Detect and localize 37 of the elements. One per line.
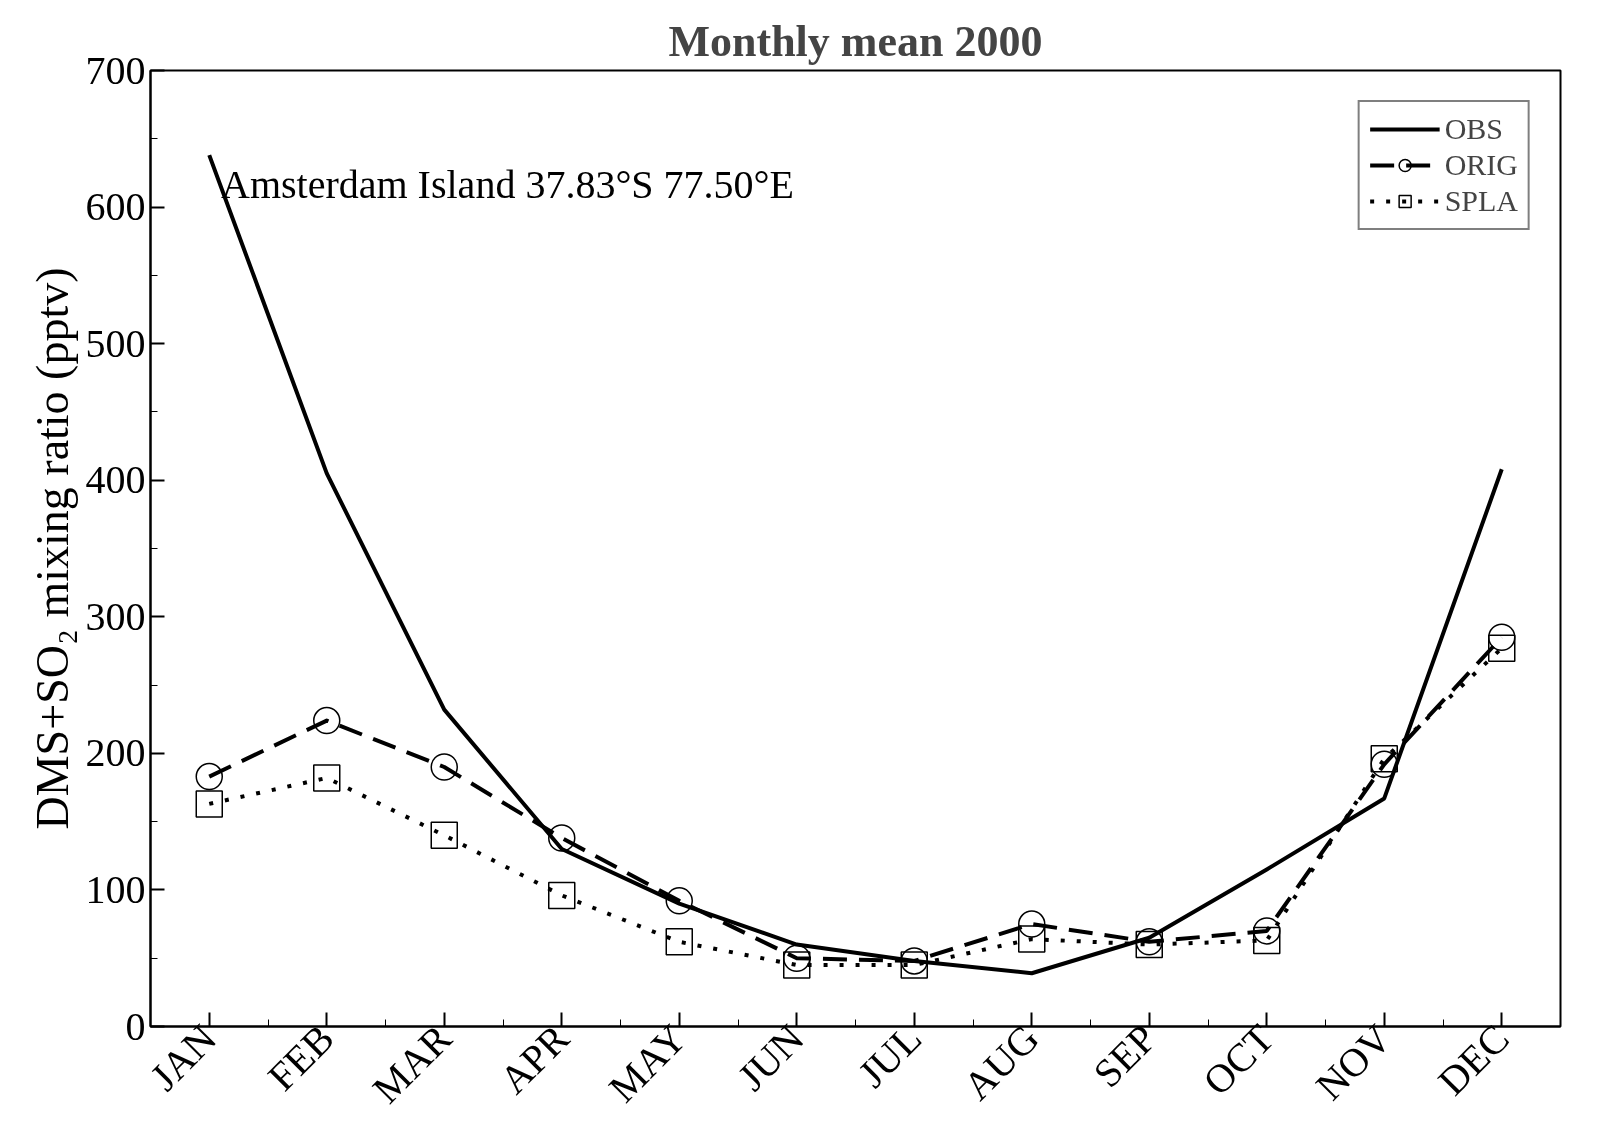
point bbox=[548, 824, 576, 852]
point bbox=[313, 764, 341, 792]
point bbox=[195, 790, 223, 818]
x-tick-label: SEP bbox=[1084, 1015, 1166, 1097]
y-tick-label: 100 bbox=[85, 866, 146, 912]
point bbox=[195, 762, 223, 791]
point bbox=[1488, 634, 1516, 662]
point bbox=[313, 706, 341, 735]
x-tick-label: JUL bbox=[849, 1015, 931, 1097]
point bbox=[1253, 917, 1281, 945]
y-tick-label: 0 bbox=[125, 1003, 146, 1049]
point bbox=[1018, 910, 1046, 938]
x-tick-label: APR bbox=[490, 1015, 578, 1103]
y-tick-label: 400 bbox=[85, 457, 146, 503]
y-tick-label: 500 bbox=[85, 320, 146, 366]
point bbox=[665, 887, 693, 915]
y-tick-label: 200 bbox=[85, 730, 146, 776]
point bbox=[1018, 925, 1046, 953]
chart-title: Monthly mean 2000 bbox=[668, 16, 1043, 66]
y-tick-label: 600 bbox=[85, 184, 146, 230]
legend-label: SPLA bbox=[1444, 184, 1518, 218]
legend-label: ORIG bbox=[1444, 148, 1518, 182]
point bbox=[548, 881, 576, 910]
point bbox=[430, 753, 458, 781]
point bbox=[665, 928, 693, 956]
y-tick-label: 700 bbox=[85, 47, 146, 93]
point bbox=[1370, 745, 1398, 773]
point bbox=[430, 821, 458, 850]
point bbox=[1488, 623, 1516, 651]
x-tick-label: FEB bbox=[258, 1015, 343, 1100]
point bbox=[1253, 926, 1281, 955]
point bbox=[783, 951, 811, 979]
annotation: Amsterdam Island 37.83°S 77.50°E bbox=[221, 162, 795, 208]
legend-label: OBS bbox=[1444, 112, 1503, 146]
y-tick-label: 300 bbox=[85, 593, 146, 639]
point bbox=[783, 944, 811, 972]
y-axis-title: DMS+SO₂ mixing ratio (pptv) bbox=[26, 267, 78, 830]
